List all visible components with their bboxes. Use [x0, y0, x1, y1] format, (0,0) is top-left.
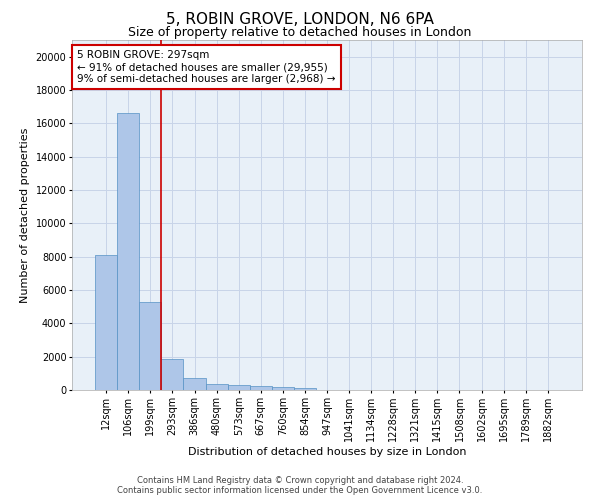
Bar	[250, 386, 272, 390]
Text: Contains HM Land Registry data © Crown copyright and database right 2024.
Contai: Contains HM Land Registry data © Crown c…	[118, 476, 482, 495]
Bar	[117, 114, 139, 390]
Y-axis label: Number of detached properties: Number of detached properties	[20, 128, 30, 302]
Bar	[272, 387, 294, 390]
X-axis label: Distribution of detached houses by size in London: Distribution of detached houses by size …	[188, 446, 466, 456]
Text: 5 ROBIN GROVE: 297sqm
← 91% of detached houses are smaller (29,955)
9% of semi-d: 5 ROBIN GROVE: 297sqm ← 91% of detached …	[77, 50, 335, 84]
Bar	[294, 388, 316, 390]
Text: Size of property relative to detached houses in London: Size of property relative to detached ho…	[128, 26, 472, 39]
Bar	[139, 302, 161, 390]
Bar	[161, 359, 184, 390]
Bar	[227, 385, 250, 390]
Text: 5, ROBIN GROVE, LONDON, N6 6PA: 5, ROBIN GROVE, LONDON, N6 6PA	[166, 12, 434, 28]
Bar	[184, 378, 206, 390]
Bar	[95, 255, 117, 390]
Bar	[206, 384, 227, 390]
